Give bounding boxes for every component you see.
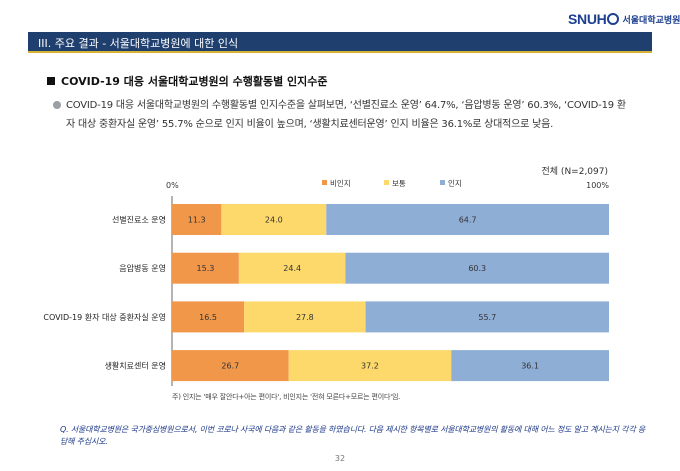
total-sample-label: 전체 (N=2,097) (541, 167, 608, 177)
chart-heading-text: COVID-19 대응 서울대학교병원의 수행활동별 인지수준 (61, 75, 328, 88)
legend-label: 보통 (392, 179, 406, 188)
category-label: 음압병동 운영 (119, 263, 166, 273)
section-title-bar: III. 주요 결과 - 서울대학교병원에 대한 인식 (28, 32, 652, 53)
logo-mark: SNUH (568, 11, 607, 27)
category-label: COVID-19 환자 대상 중환자실 운영 (43, 312, 166, 322)
bar-segment (221, 204, 327, 235)
bar-segment (172, 350, 289, 382)
data-label: 15.3 (197, 264, 215, 273)
bar-segment (326, 204, 609, 235)
survey-question: Q. 서울대학교병원은 국가중심병원으로서, 이번 코로나 사국에 다음과 같은… (60, 425, 646, 446)
data-label: 55.7 (478, 313, 496, 322)
footnote: 주) 인지는 '매우 잘안다+아는 편이다', 비인지는 '전혀 모른다+모르는… (172, 393, 401, 401)
data-label: 24.4 (283, 264, 301, 273)
bar-segment (451, 350, 609, 382)
data-label: 26.7 (221, 362, 239, 371)
logo-text: 서울대학교병원 (622, 15, 680, 26)
x-tick-label: 0% (166, 181, 179, 190)
summary-text: COVID-19 대응 서울대학교병원의 수행활동별 인지수준을 살펴보면, ‘… (66, 100, 626, 130)
bar-segment (244, 301, 366, 333)
bar-segment (172, 301, 245, 333)
logo-circle-icon (607, 13, 620, 25)
bar-segment (172, 252, 239, 284)
x-tick-label: 100% (586, 181, 609, 190)
legend-swatch (440, 180, 445, 185)
bar-segment (172, 204, 222, 235)
snuh-logo: SNUH 서울대학교병원 (568, 9, 680, 29)
data-label: 36.1 (521, 362, 539, 371)
section-title: III. 주요 결과 - 서울대학교병원에 대한 인식 (38, 37, 239, 50)
page-number: 32 (334, 454, 346, 463)
chart-heading: COVID-19 대응 서울대학교병원의 수행활동별 인지수준 (47, 73, 328, 89)
data-label: 37.2 (361, 362, 379, 371)
bar-segment (365, 301, 609, 333)
data-label: 11.3 (188, 216, 206, 225)
circle-bullet-icon (53, 101, 61, 109)
data-label: 16.5 (199, 313, 217, 322)
data-label: 24.0 (265, 216, 283, 225)
legend-swatch (384, 180, 389, 185)
data-label: 27.8 (296, 313, 314, 322)
legend-label: 인지 (448, 178, 462, 188)
legend-label: 비인지 (330, 178, 351, 188)
bar-segment (238, 252, 346, 284)
data-label: 64.7 (459, 216, 477, 225)
data-label: 60.3 (468, 264, 486, 273)
bar-segment (345, 252, 609, 284)
square-bullet-icon (47, 77, 55, 85)
category-label: 생활치료센터 운영 (105, 361, 166, 371)
bar-segment (288, 350, 452, 382)
category-label: 선별진료소 운영 (112, 215, 166, 225)
legend-swatch (322, 180, 327, 185)
